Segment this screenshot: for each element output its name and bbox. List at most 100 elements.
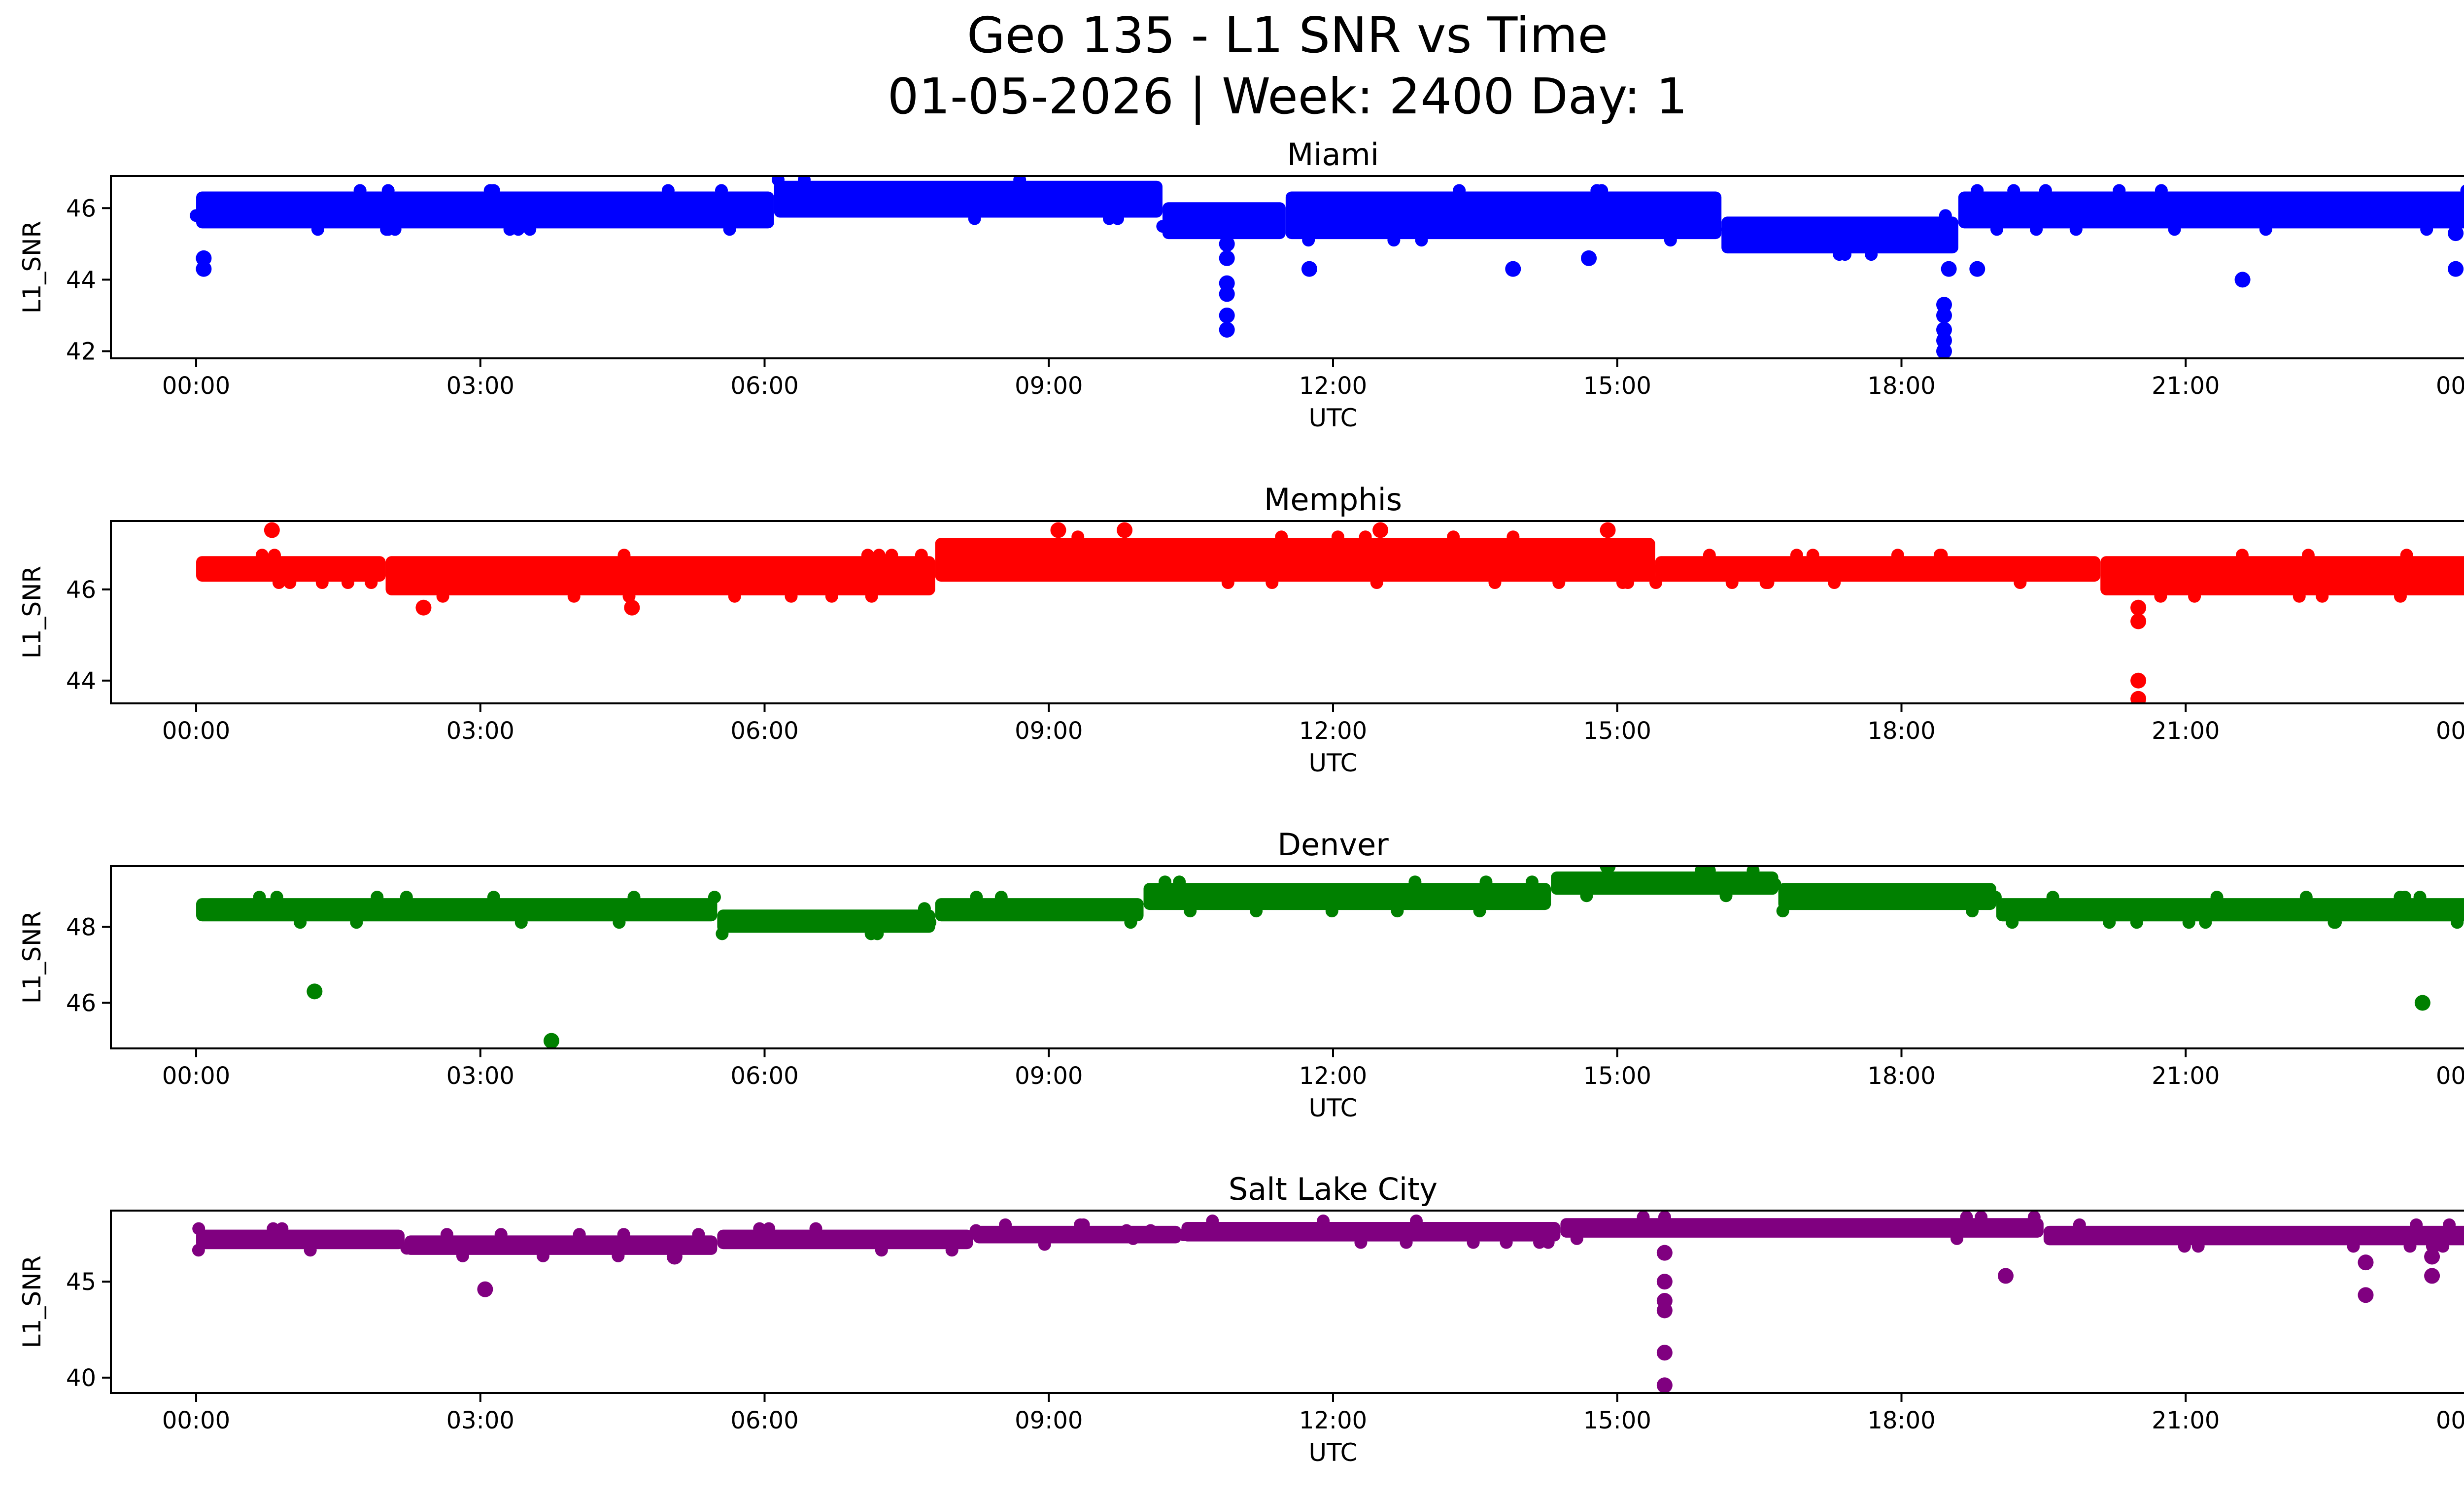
x-axis-label: UTC [1308,1438,1357,1467]
band-segment [385,556,935,595]
data-point [2424,1268,2440,1284]
data-point [2393,1232,2406,1245]
data-point [1826,1218,1840,1231]
data-point [1453,184,1466,197]
data-point [1370,576,1383,589]
data-point [1806,549,1819,562]
data-point [1408,875,1422,889]
data-point [627,891,641,904]
x-tick-label: 18:00 [1867,717,1935,745]
data-point [1939,209,1952,222]
data-point [1552,576,1566,589]
data-point [859,562,872,576]
data-point [1966,904,1979,918]
data-point [1828,576,1841,589]
data-point [192,1222,205,1235]
data-point [1077,1218,1090,1231]
data-point [2347,1240,2360,1253]
data-point [2130,916,2143,929]
data-point [192,1244,205,1257]
data-point [661,184,675,197]
data-point [1721,223,1734,236]
data-point [2358,1254,2374,1271]
x-tick-label: 21:00 [2152,1407,2220,1434]
data-point [2316,590,2329,603]
data-point [1656,1274,1673,1290]
data-point [1960,1211,1973,1224]
data-point [356,1230,370,1243]
subplot-salt-lake-city: Salt Lake City 00:00 03:00 06:00 09:00 12:00 1… [18,1171,2464,1467]
x-tick-label: 03:00 [446,372,514,400]
data-point [1120,198,1133,211]
data-point [915,549,928,562]
data-point [2210,891,2224,904]
y-axis-label: L1_SNR [18,911,46,1004]
data-point [2403,1240,2417,1253]
data-point [1951,1232,1964,1245]
data-point [1955,889,1968,903]
data-point [1391,891,1404,904]
data-point [2182,916,2195,929]
data-point [2006,916,2019,929]
data-point [2103,916,2116,929]
band-segment [196,556,386,582]
data-point [749,1236,762,1249]
x-tick-label: 18:00 [1867,372,1935,400]
data-point [1473,904,1486,918]
data-point [1301,261,1317,277]
data-point [798,198,811,211]
data-point [2448,261,2464,277]
band-segment [1143,883,1551,910]
figure-title: Geo 135 - L1 SNR vs Time 01-05-2026 | We… [0,5,2464,127]
band-segment [1551,871,1779,895]
data-point [2039,184,2052,197]
data-point [1578,1224,1592,1238]
data-point [1409,1215,1423,1228]
data-point [1595,184,1608,197]
data-point [2032,904,2045,918]
data-point [1820,223,1834,236]
data-point [843,1230,856,1243]
data-point [1666,220,1679,233]
data-point [582,902,596,915]
data-point [692,1228,705,1241]
data-point [2130,613,2147,629]
data-point [1127,1232,1140,1245]
x-tick-label: 00:00 [2436,1062,2464,1090]
data-point [1425,891,1438,904]
data-point [1964,1224,1977,1238]
x-tick-label: 00:00 [162,717,230,745]
data-point [1467,1236,1480,1249]
data-point [1500,1236,1513,1249]
subplot-memphis: Memphis 00:00 03:00 06:00 09:00 12:00 15:00 18:… [18,482,2464,777]
data-point [708,891,721,904]
data-point [268,549,281,562]
data-point [1221,576,1234,589]
data-point [255,549,269,562]
data-point [2154,590,2167,603]
data-point [264,522,280,538]
data-point [1479,875,1493,889]
data-point [2358,1287,2374,1303]
data-point [2414,995,2430,1011]
data-point [371,891,384,904]
data-point [2436,1240,2450,1253]
data-point [311,223,324,236]
data-point [1302,234,1315,247]
data-point [1649,576,1663,589]
data-point [968,212,981,225]
data-point [1525,220,1539,233]
x-tick-label: 00:00 [162,372,230,400]
data-point [2283,209,2296,222]
data-point [1219,307,1235,323]
x-tick-label: 03:00 [446,1407,514,1434]
data-point [1195,891,1208,904]
data-point [1656,1377,1673,1393]
data-point [1505,261,1521,277]
data-point [1266,576,1279,589]
data-point [872,549,886,562]
data-point [1111,212,1124,225]
data-point [2440,576,2454,589]
data-point [1109,544,1123,557]
